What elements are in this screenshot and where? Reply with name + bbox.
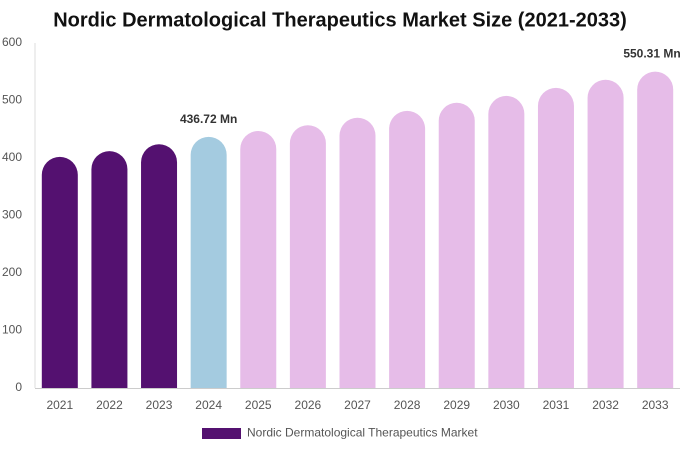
bar — [190, 136, 227, 388]
x-tick-label: 2029 — [443, 398, 470, 412]
bar — [289, 125, 326, 388]
bar — [91, 151, 128, 388]
bar — [537, 87, 574, 388]
x-tick-label: 2032 — [592, 398, 619, 412]
bar — [339, 117, 376, 388]
legend-swatch — [202, 428, 241, 439]
bar — [389, 110, 426, 388]
y-tick-label: 0 — [15, 380, 22, 394]
x-tick-label: 2027 — [344, 398, 371, 412]
legend-label: Nordic Dermatological Therapeutics Marke… — [247, 426, 478, 440]
x-tick-label: 2022 — [96, 398, 123, 412]
x-tick-label: 2033 — [642, 398, 669, 412]
bar — [141, 144, 178, 388]
bar — [488, 95, 525, 388]
chart-title: Nordic Dermatological Therapeutics Marke… — [53, 9, 627, 31]
y-tick-label: 300 — [2, 208, 22, 222]
y-tick-label: 100 — [2, 323, 22, 337]
y-tick-label: 200 — [2, 265, 22, 279]
bar — [41, 156, 78, 388]
y-tick-label: 600 — [2, 35, 22, 49]
bar — [637, 71, 674, 388]
x-tick-label: 2021 — [46, 398, 73, 412]
y-tick-label: 400 — [2, 150, 22, 164]
x-tick-label: 2024 — [195, 398, 222, 412]
x-tick-label: 2031 — [543, 398, 570, 412]
bar — [438, 102, 475, 388]
data-label: 550.31 Mn — [623, 47, 680, 61]
bar — [587, 79, 624, 389]
data-label: 436.72 Mn — [180, 112, 237, 126]
x-tick-label: 2030 — [493, 398, 520, 412]
x-tick-label: 2025 — [245, 398, 272, 412]
x-tick-label: 2023 — [146, 398, 173, 412]
x-tick-label: 2026 — [295, 398, 322, 412]
x-tick-label: 2028 — [394, 398, 421, 412]
y-tick-label: 500 — [2, 93, 22, 107]
bar — [240, 130, 277, 388]
